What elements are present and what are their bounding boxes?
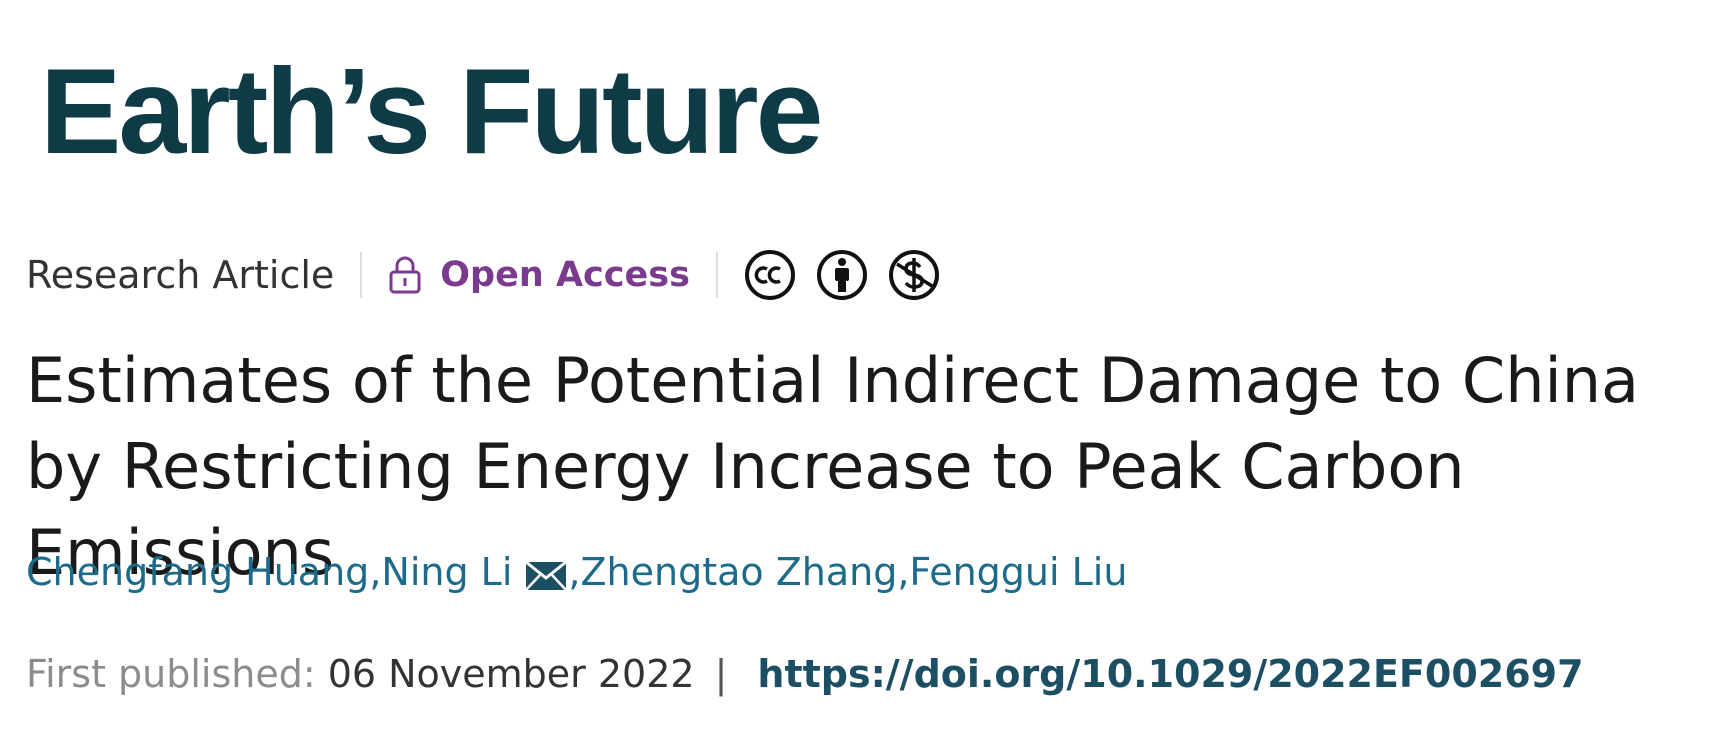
journal-logo[interactable]: Earth’s Future: [40, 43, 823, 179]
author-separator: ,: [369, 550, 382, 594]
first-published-label: First published:: [26, 652, 316, 696]
open-access-badge[interactable]: Open Access: [388, 255, 690, 295]
author-separator: ,: [568, 550, 581, 594]
open-access-label: Open Access: [440, 255, 690, 295]
publication-info: First published: 06 November 2022 | http…: [26, 652, 1584, 696]
divider: [715, 252, 718, 298]
publication-date: 06 November 2022: [327, 652, 695, 696]
article-type-label: Research Article: [26, 253, 335, 297]
attribution-icon[interactable]: [816, 249, 868, 301]
article-meta-row: Research Article Open Access: [26, 247, 940, 303]
pipe-separator: |: [714, 652, 728, 696]
divider: [360, 252, 363, 298]
envelope-icon[interactable]: [524, 558, 568, 592]
author-link[interactable]: Ning Li: [381, 550, 513, 594]
doi-link[interactable]: https://doi.org/10.1029/2022EF002697: [757, 652, 1584, 696]
license-icons[interactable]: [744, 249, 940, 301]
lock-icon: [389, 256, 421, 294]
author-link[interactable]: Zhengtao Zhang: [580, 550, 898, 594]
creative-commons-icon[interactable]: [744, 249, 796, 301]
author-separator: ,: [897, 550, 910, 594]
author-list: Chengfang Huang , Ning Li , Zhengtao Zha…: [26, 550, 1127, 594]
author-link[interactable]: Chengfang Huang: [26, 550, 370, 594]
noncommercial-icon[interactable]: [888, 249, 940, 301]
article-title: Estimates of the Potential Indirect Dama…: [26, 344, 1640, 589]
author-link[interactable]: Fenggui Liu: [909, 550, 1128, 594]
